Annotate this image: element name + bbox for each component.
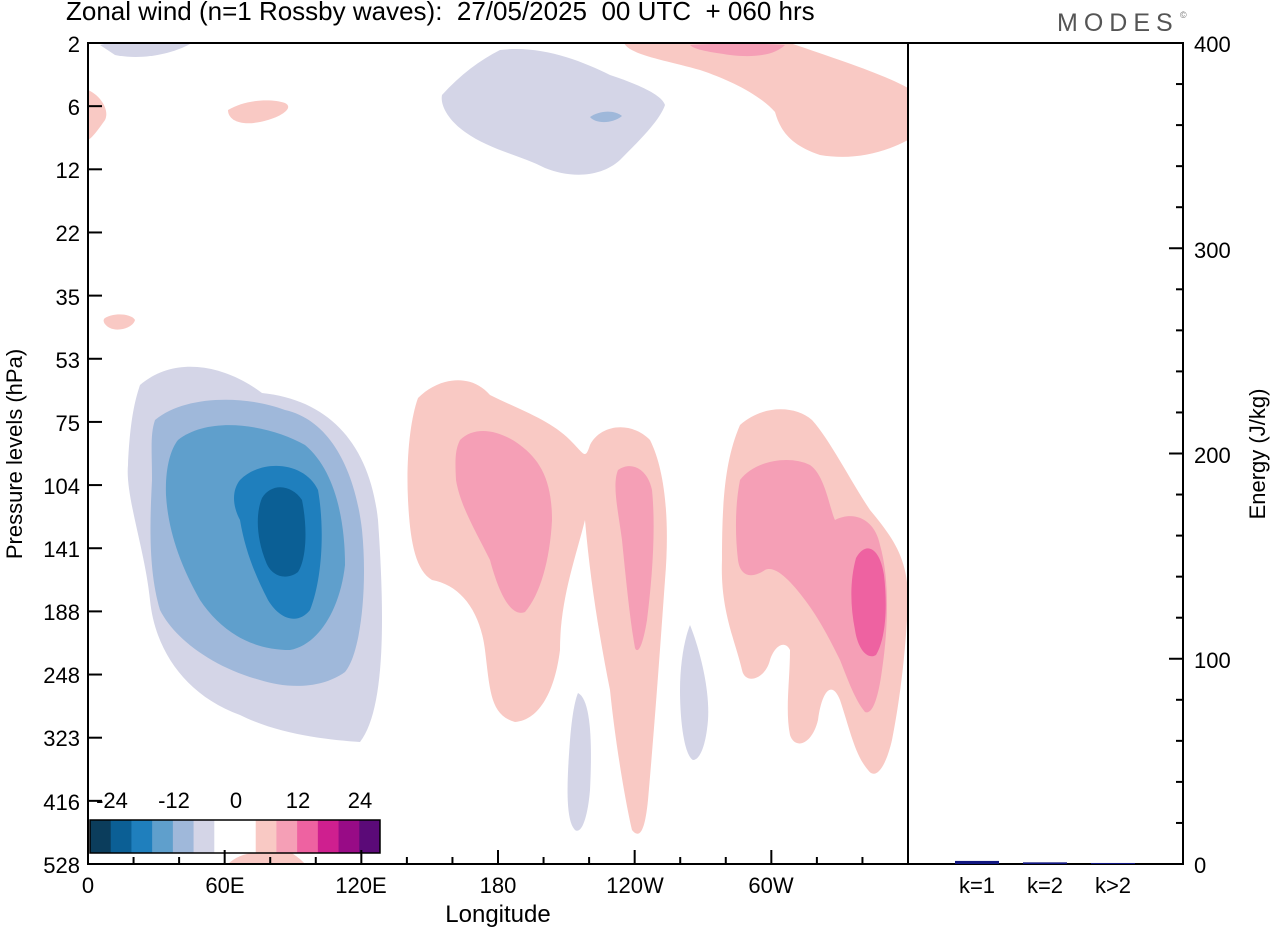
brand-copyright-mark: © bbox=[1180, 10, 1187, 20]
colorbar-cell bbox=[110, 820, 132, 853]
energy-bar bbox=[1023, 862, 1067, 864]
pressure-tick-label: 188 bbox=[43, 600, 80, 625]
colorbar-label-24: 24 bbox=[348, 788, 372, 813]
colorbar: -24 -12 0 12 24 bbox=[89, 788, 381, 854]
energy-panel-frame bbox=[907, 42, 1184, 865]
energy-category-label: k>2 bbox=[1095, 873, 1131, 898]
colorbar-label-neg12: -12 bbox=[158, 788, 190, 813]
energy-tick-label: 100 bbox=[1194, 648, 1231, 673]
pressure-tick-label: 104 bbox=[43, 474, 80, 499]
pressure-tick-label: 6 bbox=[68, 95, 80, 120]
pressure-tick-label: 528 bbox=[43, 853, 80, 878]
colorbar-cell bbox=[359, 820, 381, 853]
colorbar-label-12: 12 bbox=[286, 788, 310, 813]
colorbar-cell bbox=[172, 820, 195, 853]
pressure-tick-label: 416 bbox=[43, 790, 80, 815]
longitude-axis-title: Longitude bbox=[445, 901, 550, 928]
pressure-tick-label: 22 bbox=[56, 221, 80, 246]
colorbar-cells bbox=[90, 820, 381, 853]
colorbar-cell bbox=[276, 820, 298, 853]
energy-tick-label: 400 bbox=[1194, 32, 1231, 57]
colorbar-cell bbox=[90, 820, 112, 853]
colorbar-cell bbox=[297, 820, 319, 853]
energy-tick-label: 300 bbox=[1194, 238, 1231, 263]
colorbar-cell bbox=[214, 820, 236, 853]
contour-plot: -24 -12 0 12 24 bbox=[88, 43, 908, 864]
colorbar-label-0: 0 bbox=[230, 788, 242, 813]
energy-category-label: k=2 bbox=[1027, 873, 1063, 898]
contour-pos-2 bbox=[455, 43, 887, 713]
contour-neg-5 bbox=[257, 487, 306, 577]
pressure-tick-label: 141 bbox=[43, 537, 80, 562]
chart-title: Zonal wind (n=1 Rossby waves): 27/05/202… bbox=[66, 0, 815, 26]
energy-axis-title: Energy (J/kg) bbox=[1245, 389, 1270, 520]
pressure-axis-title: Pressure levels (hPa) bbox=[2, 349, 27, 559]
pressure-tick-label: 53 bbox=[56, 348, 80, 373]
colorbar-cell bbox=[235, 820, 257, 853]
colorbar-cell bbox=[152, 820, 174, 853]
brand-logo: MODES bbox=[1057, 9, 1179, 37]
colorbar-cell bbox=[131, 820, 153, 853]
pressure-axis: 2 6 12 22 35 53 75 104 141 188 248 323 4… bbox=[2, 32, 102, 878]
energy-tick-label: 200 bbox=[1194, 443, 1231, 468]
energy-tick-label: 0 bbox=[1194, 853, 1206, 878]
pressure-tick-label: 75 bbox=[56, 411, 80, 436]
longitude-tick-label: 180 bbox=[480, 873, 517, 898]
colorbar-frame bbox=[89, 819, 381, 854]
longitude-axis: 0 60E 120E 180 120W 60W Longitude bbox=[82, 850, 909, 928]
contour-pos-3 bbox=[851, 548, 886, 657]
energy-panel: 0 100 200 300 400 Energy (J/kg) k=1 k=2 … bbox=[955, 32, 1270, 898]
energy-category-label: k=1 bbox=[959, 873, 995, 898]
longitude-tick-label: 60W bbox=[748, 873, 793, 898]
pressure-tick-label: 248 bbox=[43, 663, 80, 688]
colorbar-cell bbox=[317, 820, 340, 853]
colorbar-cell bbox=[255, 820, 277, 853]
longitude-tick-label: 60E bbox=[205, 873, 244, 898]
longitude-tick-label: 0 bbox=[82, 873, 94, 898]
pressure-tick-label: 12 bbox=[56, 158, 80, 183]
energy-bar bbox=[955, 860, 999, 864]
pressure-tick-label: 35 bbox=[56, 285, 80, 310]
pressure-tick-label: 323 bbox=[43, 726, 80, 751]
pressure-tick-label: 2 bbox=[68, 32, 80, 57]
longitude-tick-label: 120E bbox=[335, 873, 386, 898]
colorbar-cell bbox=[338, 820, 360, 853]
energy-bar bbox=[1091, 862, 1135, 864]
colorbar-cell bbox=[193, 820, 215, 853]
longitude-tick-label: 120W bbox=[606, 873, 664, 898]
